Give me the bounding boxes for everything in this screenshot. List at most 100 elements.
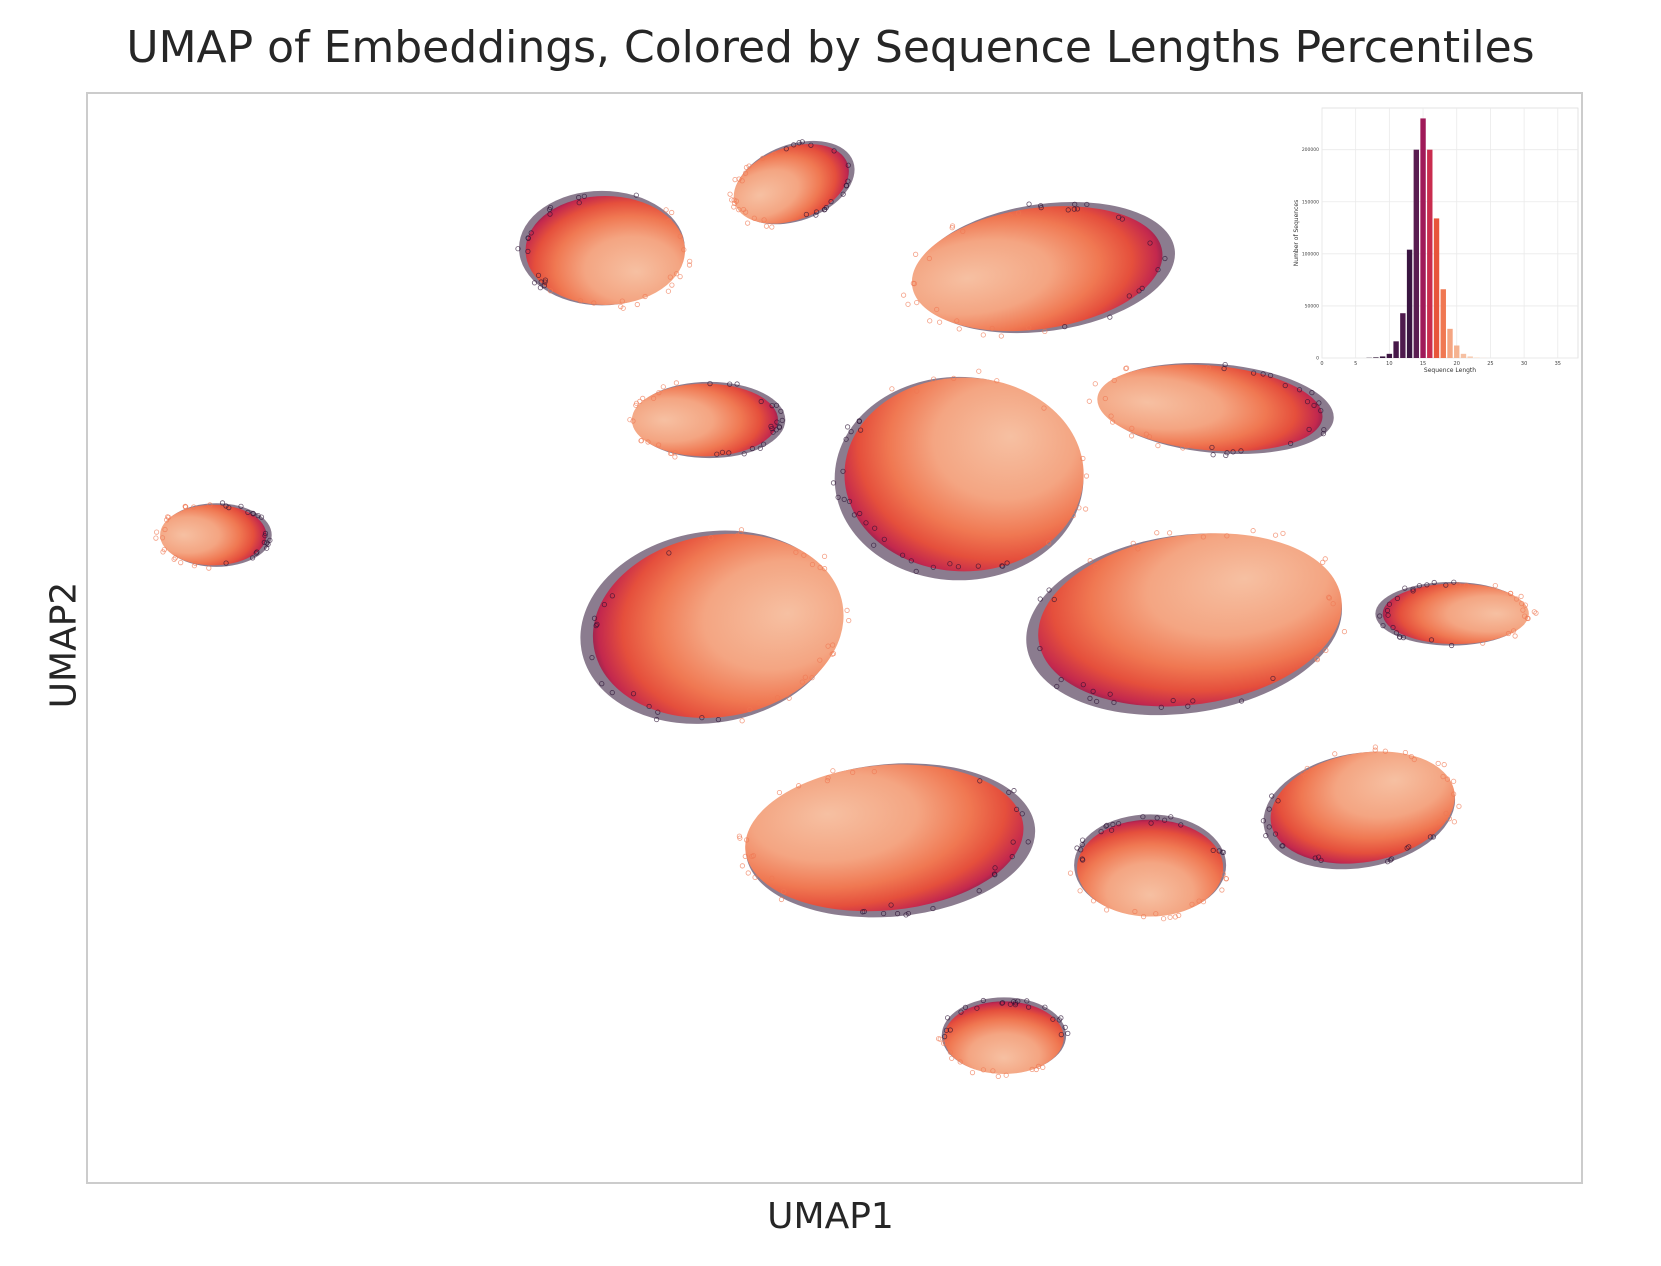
scatter-point	[736, 176, 742, 182]
scatter-point	[223, 503, 229, 509]
inset-histogram-bar	[1447, 328, 1453, 358]
scatter-point	[1037, 645, 1043, 652]
scatter-point	[757, 445, 763, 451]
umap-cluster	[1026, 528, 1348, 716]
scatter-point	[783, 146, 789, 152]
scatter-point	[731, 204, 737, 210]
scatter-point	[594, 621, 600, 627]
inset-histogram-bar	[1474, 357, 1480, 358]
scatter-point	[1385, 859, 1391, 865]
scatter-point	[799, 679, 805, 685]
cluster-body	[1038, 533, 1342, 707]
scatter-point	[619, 298, 625, 304]
scatter-point	[1411, 756, 1417, 763]
scatter-point	[1430, 834, 1436, 840]
scatter-point	[1041, 405, 1047, 411]
scatter-point	[576, 200, 582, 206]
scatter-point	[1074, 206, 1081, 212]
scatter-point	[745, 220, 751, 226]
scatter-point	[1300, 770, 1306, 776]
scatter-point	[1000, 563, 1006, 569]
scatter-point	[1141, 913, 1147, 920]
scatter-point	[589, 655, 595, 661]
scatter-point	[1054, 683, 1060, 690]
scatter-point	[763, 223, 770, 229]
umap-cluster	[1086, 361, 1334, 459]
scatter-point	[1010, 839, 1016, 845]
scatter-point	[857, 427, 864, 433]
scatter-point	[1451, 579, 1457, 585]
inset-histogram-bar	[1454, 345, 1460, 358]
scatter-point	[1077, 888, 1083, 894]
scatter-point	[1116, 214, 1122, 220]
scatter-point	[1065, 1030, 1071, 1037]
scatter-point	[1304, 765, 1310, 772]
scatter-point	[778, 896, 785, 903]
scatter-point	[1456, 803, 1462, 809]
scatter-point	[956, 326, 962, 332]
scatter-point	[769, 224, 775, 230]
scatter-point	[781, 889, 787, 895]
scatter-point	[926, 255, 932, 262]
inset-histogram-bar	[1413, 149, 1420, 358]
scatter-point	[1200, 899, 1207, 905]
scatter-point	[1267, 372, 1274, 379]
scatter-point	[650, 395, 657, 401]
scatter-point	[756, 700, 762, 706]
scatter-point	[1440, 773, 1446, 780]
inset-histogram-bar	[1393, 341, 1399, 358]
scatter-point	[1178, 822, 1184, 828]
scatter-point	[1143, 431, 1149, 437]
scatter-point	[771, 151, 777, 157]
scatter-point	[1042, 1004, 1048, 1010]
inset-y-tick-label: 150000	[1302, 199, 1319, 205]
scatter-point	[609, 690, 615, 696]
scatter-point	[1492, 582, 1498, 589]
scatter-point	[1058, 1032, 1064, 1038]
scatter-point	[191, 563, 197, 569]
scatter-point	[1140, 814, 1146, 820]
plot-frame	[86, 92, 1583, 1184]
scatter-point	[655, 442, 662, 448]
scatter-point	[976, 888, 982, 894]
scatter-point	[1314, 657, 1320, 663]
scatter-point	[1076, 505, 1082, 511]
inset-plot-area	[1321, 107, 1579, 359]
scatter-point	[620, 305, 626, 311]
scatter-point	[262, 533, 268, 539]
scatter-point	[1167, 530, 1173, 536]
scatter-point	[736, 833, 743, 839]
scatter-point	[1304, 399, 1311, 405]
scatter-point	[737, 835, 743, 841]
cluster-body	[631, 383, 779, 457]
scatter-point	[851, 512, 858, 518]
scatter-point	[821, 566, 828, 572]
scatter-point	[538, 279, 544, 285]
scatter-point	[1103, 823, 1109, 829]
scatter-point	[1272, 532, 1279, 538]
scatter-point	[1446, 816, 1453, 822]
scatter-point	[840, 468, 846, 474]
scatter-point	[941, 1034, 948, 1040]
scatter-point	[894, 911, 901, 917]
scatter-point	[727, 381, 733, 387]
scatter-point	[1116, 821, 1122, 827]
scatter-point	[1111, 377, 1117, 384]
scatter-point	[182, 504, 188, 510]
scatter-point	[171, 556, 177, 562]
scatter-point	[903, 912, 909, 918]
scatter-point	[1019, 811, 1025, 817]
scatter-point	[640, 395, 646, 401]
scatter-point	[1431, 579, 1437, 586]
scatter-point	[1436, 819, 1442, 825]
inset-histogram-bar	[1427, 149, 1433, 358]
scatter-point	[1007, 1001, 1014, 1007]
scatter-point	[1451, 791, 1457, 797]
scatter-point	[1279, 843, 1285, 849]
scatter-point	[1272, 831, 1279, 837]
scatter-point	[769, 875, 775, 881]
sequence-length-histogram-inset: 0 5 10 15 20 25 30 35 0 50000 100000 150000 200000 Se…	[1293, 107, 1579, 374]
scatter-point	[801, 552, 807, 558]
scatter-point	[825, 775, 831, 781]
